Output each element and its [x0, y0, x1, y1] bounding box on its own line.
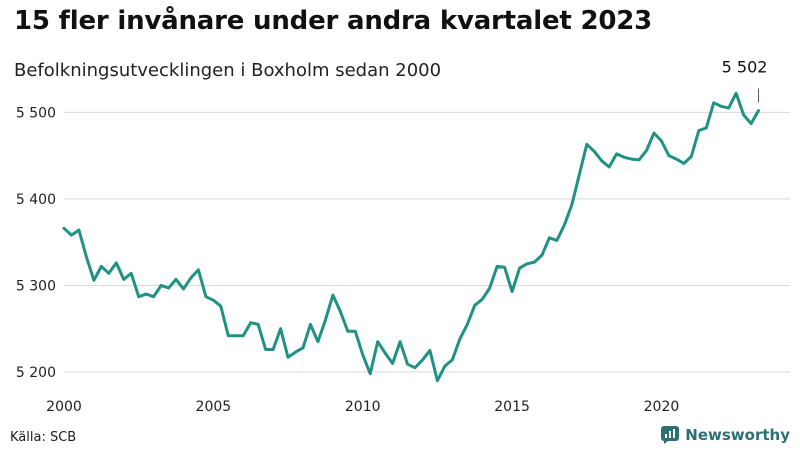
newsworthy-brand: Newsworthy	[661, 426, 790, 444]
newsworthy-logo-icon	[661, 426, 680, 444]
y-axis-tick-labels: 5 200 5 300 5 400 5 500	[16, 105, 56, 381]
chart-title: 15 fler invånare under andra kvartalet 2…	[14, 6, 653, 36]
x-axis-tick-labels: 2000 2005 2010 2015 2020	[46, 399, 679, 415]
chart-subtitle: Befolkningsutvecklingen i Boxholm sedan …	[14, 60, 442, 81]
x-tick-label: 2010	[345, 399, 381, 415]
last-value-label: 5 502	[722, 58, 768, 77]
y-tick-label: 5 200	[16, 365, 56, 381]
brand-name: Newsworthy	[685, 426, 790, 444]
x-tick-label: 2015	[494, 399, 530, 415]
x-tick-label: 2020	[644, 399, 680, 415]
y-tick-label: 5 300	[16, 278, 56, 294]
y-tick-label: 5 500	[16, 105, 56, 121]
population-series-line	[62, 91, 760, 383]
y-tick-label: 5 400	[16, 192, 56, 208]
y-gridlines	[64, 111, 790, 373]
x-tick-label: 2005	[196, 399, 232, 415]
source-note: Källa: SCB	[10, 430, 77, 445]
x-tick-label: 2000	[46, 399, 82, 415]
